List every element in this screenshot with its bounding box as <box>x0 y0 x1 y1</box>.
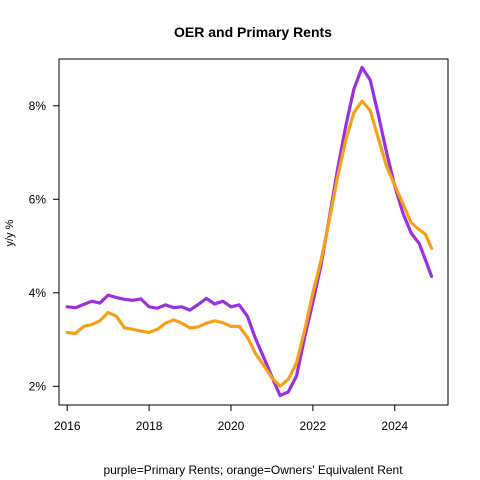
y-tick-label: 8% <box>29 99 47 113</box>
x-axis-caption: purple=Primary Rents; orange=Owners' Equ… <box>103 463 403 477</box>
x-tick-label: 2022 <box>300 419 327 433</box>
chart-title: OER and Primary Rents <box>174 24 332 40</box>
x-axis: 2016 2018 2020 2022 2024 <box>54 404 408 433</box>
x-tick-label: 2020 <box>218 419 245 433</box>
x-tick-label: 2018 <box>136 419 163 433</box>
x-tick-label: 2024 <box>381 419 408 433</box>
y-tick-label: 2% <box>29 379 47 393</box>
y-tick-label: 6% <box>29 192 47 206</box>
y-axis-label: y/y % <box>4 219 16 246</box>
x-tick-label: 2016 <box>54 419 81 433</box>
series-line-purple <box>65 65 434 398</box>
y-tick-label: 4% <box>29 286 47 300</box>
series-layer <box>65 65 434 398</box>
y-axis: 2% 4% 6% 8% <box>29 99 60 393</box>
series-line-orange <box>65 99 434 388</box>
